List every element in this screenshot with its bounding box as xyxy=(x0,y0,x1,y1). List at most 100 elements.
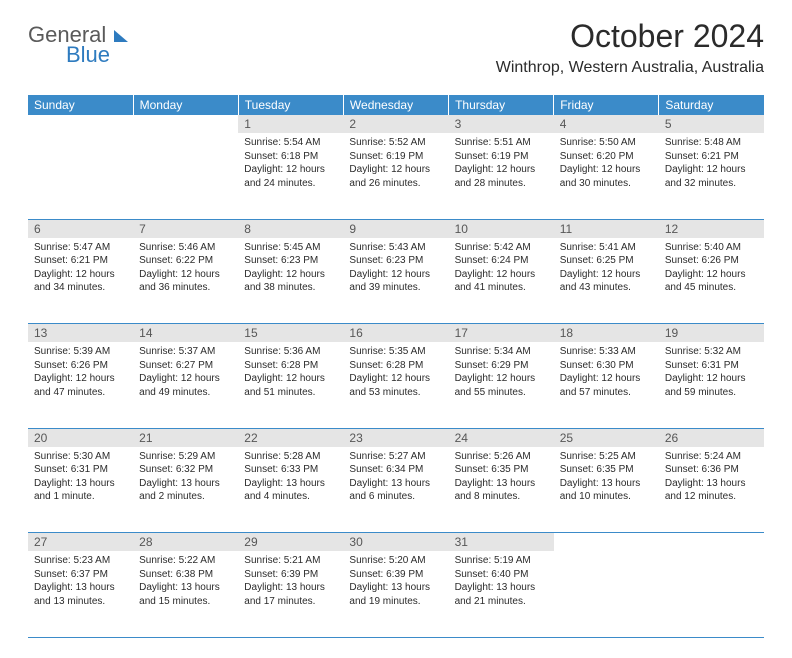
daylight-text-line1: Daylight: 13 hours xyxy=(455,477,548,491)
daylight-text-line1: Daylight: 12 hours xyxy=(139,268,232,282)
daylight-text-line1: Daylight: 13 hours xyxy=(349,477,442,491)
daylight-text-line1: Daylight: 12 hours xyxy=(665,163,758,177)
day-number-cell: 27 xyxy=(28,533,133,552)
day-number-row: 13141516171819 xyxy=(28,324,764,343)
daylight-text-line2: and 17 minutes. xyxy=(244,595,337,609)
logo-triangle-icon xyxy=(114,30,128,42)
day-data-cell: Sunrise: 5:25 AMSunset: 6:35 PMDaylight:… xyxy=(554,447,659,533)
sunset-text: Sunset: 6:28 PM xyxy=(349,359,442,373)
sunrise-text: Sunrise: 5:48 AM xyxy=(665,136,758,150)
sunrise-text: Sunrise: 5:54 AM xyxy=(244,136,337,150)
daylight-text-line2: and 2 minutes. xyxy=(139,490,232,504)
logo-top-line: General xyxy=(28,24,128,46)
day-data-cell: Sunrise: 5:47 AMSunset: 6:21 PMDaylight:… xyxy=(28,238,133,324)
daylight-text-line2: and 43 minutes. xyxy=(560,281,653,295)
sunrise-text: Sunrise: 5:23 AM xyxy=(34,554,127,568)
day-number-cell: 22 xyxy=(238,428,343,447)
day-data-cell xyxy=(28,133,133,219)
day-data-cell: Sunrise: 5:29 AMSunset: 6:32 PMDaylight:… xyxy=(133,447,238,533)
sunrise-text: Sunrise: 5:52 AM xyxy=(349,136,442,150)
daylight-text-line1: Daylight: 12 hours xyxy=(349,268,442,282)
day-number-cell: 7 xyxy=(133,219,238,238)
sunset-text: Sunset: 6:35 PM xyxy=(455,463,548,477)
daylight-text-line2: and 45 minutes. xyxy=(665,281,758,295)
daylight-text-line2: and 1 minute. xyxy=(34,490,127,504)
sunrise-text: Sunrise: 5:45 AM xyxy=(244,241,337,255)
day-number-cell: 19 xyxy=(659,324,764,343)
day-number-cell: 10 xyxy=(449,219,554,238)
sunrise-text: Sunrise: 5:37 AM xyxy=(139,345,232,359)
day-number-cell: 26 xyxy=(659,428,764,447)
sunset-text: Sunset: 6:19 PM xyxy=(455,150,548,164)
sunrise-text: Sunrise: 5:26 AM xyxy=(455,450,548,464)
daylight-text-line1: Daylight: 12 hours xyxy=(665,372,758,386)
day-data-cell: Sunrise: 5:48 AMSunset: 6:21 PMDaylight:… xyxy=(659,133,764,219)
sunset-text: Sunset: 6:37 PM xyxy=(34,568,127,582)
daylight-text-line2: and 28 minutes. xyxy=(455,177,548,191)
sunset-text: Sunset: 6:39 PM xyxy=(244,568,337,582)
daylight-text-line1: Daylight: 12 hours xyxy=(244,268,337,282)
daylight-text-line2: and 53 minutes. xyxy=(349,386,442,400)
day-data-row: Sunrise: 5:30 AMSunset: 6:31 PM Daylight:… xyxy=(28,447,764,533)
day-data-cell: Sunrise: 5:45 AMSunset: 6:23 PMDaylight:… xyxy=(238,238,343,324)
daylight-text-line2: and 24 minutes. xyxy=(244,177,337,191)
day-data-cell: Sunrise: 5:23 AMSunset: 6:37 PMDaylight:… xyxy=(28,551,133,637)
sunrise-text: Sunrise: 5:19 AM xyxy=(455,554,548,568)
day-number-row: 12345 xyxy=(28,115,764,133)
day-number-cell: 2 xyxy=(343,115,448,133)
page-header: General Blue October 2024 Winthrop, West… xyxy=(28,18,764,77)
day-data-cell: Sunrise: 5:33 AMSunset: 6:30 PMDaylight:… xyxy=(554,342,659,428)
day-number-cell: 8 xyxy=(238,219,343,238)
day-number-cell xyxy=(554,533,659,552)
calendar-header-row: SundayMondayTuesdayWednesdayThursdayFrid… xyxy=(28,95,764,115)
day-number-cell: 11 xyxy=(554,219,659,238)
title-block: October 2024 Winthrop, Western Australia… xyxy=(496,18,764,77)
sunrise-text: Sunrise: 5:28 AM xyxy=(244,450,337,464)
day-number-cell: 18 xyxy=(554,324,659,343)
day-data-cell: Sunrise: 5:39 AMSunset: 6:26 PMDaylight:… xyxy=(28,342,133,428)
daylight-text-line1: Daylight: 13 hours xyxy=(665,477,758,491)
sunset-text: Sunset: 6:19 PM xyxy=(349,150,442,164)
sunrise-text: Sunrise: 5:35 AM xyxy=(349,345,442,359)
daylight-text-line2: and 32 minutes. xyxy=(665,177,758,191)
sunset-text: Sunset: 6:25 PM xyxy=(560,254,653,268)
sunrise-text: Sunrise: 5:30 AM xyxy=(34,450,127,464)
sunrise-text: Sunrise: 5:46 AM xyxy=(139,241,232,255)
daylight-text-line2: and 51 minutes. xyxy=(244,386,337,400)
daylight-text-line1: Daylight: 13 hours xyxy=(244,581,337,595)
daylight-text-line2: and 30 minutes. xyxy=(560,177,653,191)
day-number-cell xyxy=(659,533,764,552)
sunrise-text: Sunrise: 5:39 AM xyxy=(34,345,127,359)
daylight-text-line2: and 57 minutes. xyxy=(560,386,653,400)
sunset-text: Sunset: 6:40 PM xyxy=(455,568,548,582)
weekday-header: Tuesday xyxy=(238,95,343,115)
sunset-text: Sunset: 6:33 PM xyxy=(244,463,337,477)
sunset-text: Sunset: 6:39 PM xyxy=(349,568,442,582)
sunset-text: Sunset: 6:34 PM xyxy=(349,463,442,477)
logo-word-general: General xyxy=(28,22,106,47)
day-data-cell xyxy=(133,133,238,219)
sunset-text: Sunset: 6:29 PM xyxy=(455,359,548,373)
day-number-cell: 28 xyxy=(133,533,238,552)
weekday-header: Friday xyxy=(554,95,659,115)
sunset-text: Sunset: 6:27 PM xyxy=(139,359,232,373)
day-number-cell: 29 xyxy=(238,533,343,552)
daylight-text-line1: Daylight: 12 hours xyxy=(560,268,653,282)
sunset-text: Sunset: 6:18 PM xyxy=(244,150,337,164)
daylight-text-line2: and 39 minutes. xyxy=(349,281,442,295)
day-number-cell: 24 xyxy=(449,428,554,447)
sunset-text: Sunset: 6:20 PM xyxy=(560,150,653,164)
sunset-text: Sunset: 6:31 PM xyxy=(34,463,127,477)
day-data-cell: Sunrise: 5:34 AMSunset: 6:29 PMDaylight:… xyxy=(449,342,554,428)
day-data-cell: Sunrise: 5:35 AMSunset: 6:28 PMDaylight:… xyxy=(343,342,448,428)
sunset-text: Sunset: 6:21 PM xyxy=(34,254,127,268)
day-number-cell xyxy=(28,115,133,133)
daylight-text-line2: and 49 minutes. xyxy=(139,386,232,400)
daylight-text-line2: and 59 minutes. xyxy=(665,386,758,400)
day-data-cell xyxy=(659,551,764,637)
sunrise-text: Sunrise: 5:29 AM xyxy=(139,450,232,464)
day-data-row: Sunrise: 5:47 AMSunset: 6:21 PMDaylight:… xyxy=(28,238,764,324)
daylight-text-line1: Daylight: 12 hours xyxy=(244,163,337,177)
sunset-text: Sunset: 6:22 PM xyxy=(139,254,232,268)
daylight-text-line1: Daylight: 12 hours xyxy=(455,268,548,282)
